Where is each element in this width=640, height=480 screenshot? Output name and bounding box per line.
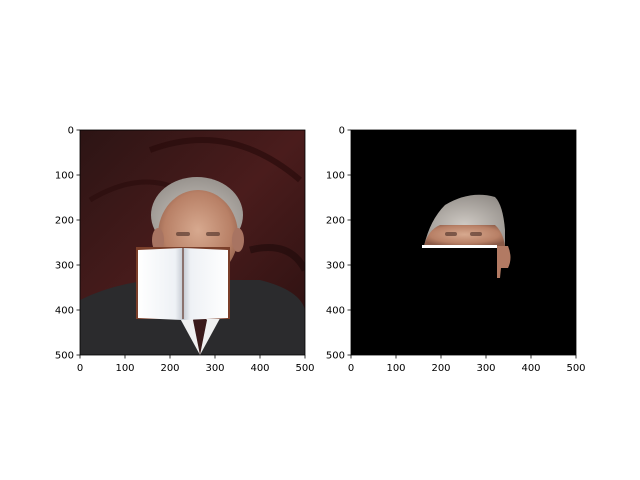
- left-photo: [80, 130, 305, 355]
- right-x-tick-label: 500: [566, 363, 585, 374]
- book-overlay: [136, 247, 230, 320]
- right-y-tick-label: 200: [326, 216, 345, 227]
- right-x-axis: 0 100 200 300 400 500: [348, 355, 586, 374]
- right-y-tick-label: 300: [326, 261, 345, 272]
- left-x-tick-label: 300: [205, 363, 224, 374]
- right-x-tick-label: 0: [348, 363, 354, 374]
- left-y-axis: 0 100 200 300 400 500: [55, 126, 80, 362]
- book-left-page: [138, 248, 182, 320]
- right-y-tick-label: 500: [326, 351, 345, 362]
- right-y-axis: 0 100 200 300 400 500: [326, 126, 351, 362]
- left-x-tick-label: 100: [115, 363, 134, 374]
- left-y-tick-label: 400: [55, 306, 74, 317]
- right-image-panel: 0 100 200 300 400 500 0 100 200 300 400 500: [326, 126, 586, 375]
- right-y-tick-label: 100: [326, 171, 345, 182]
- masked-face-segment: [422, 194, 511, 278]
- left-x-tick-label: 0: [77, 363, 83, 374]
- right-y-tick-label: 400: [326, 306, 345, 317]
- right-axes-frame: [350, 129, 577, 356]
- right-x-tick-label: 400: [521, 363, 540, 374]
- right-y-tick-label: 0: [339, 126, 345, 137]
- right-photo: [351, 130, 576, 355]
- necktie: [193, 312, 207, 355]
- left-x-tick-label: 500: [295, 363, 314, 374]
- left-y-tick-label: 0: [68, 126, 74, 137]
- left-x-tick-label: 400: [250, 363, 269, 374]
- book-right-page: [184, 248, 228, 320]
- right-x-tick-label: 300: [476, 363, 495, 374]
- right-x-tick-label: 200: [431, 363, 450, 374]
- left-y-tick-label: 300: [55, 261, 74, 272]
- right-x-tick-label: 100: [386, 363, 405, 374]
- left-y-tick-label: 100: [55, 171, 74, 182]
- left-y-tick-label: 500: [55, 351, 74, 362]
- left-x-tick-label: 200: [160, 363, 179, 374]
- left-image-panel: 0 100 200 300 400 500 0 100 200 300 400 500: [55, 126, 315, 375]
- left-y-tick-label: 200: [55, 216, 74, 227]
- left-x-axis: 0 100 200 300 400 500: [77, 355, 315, 374]
- left-axes-frame: [79, 129, 306, 356]
